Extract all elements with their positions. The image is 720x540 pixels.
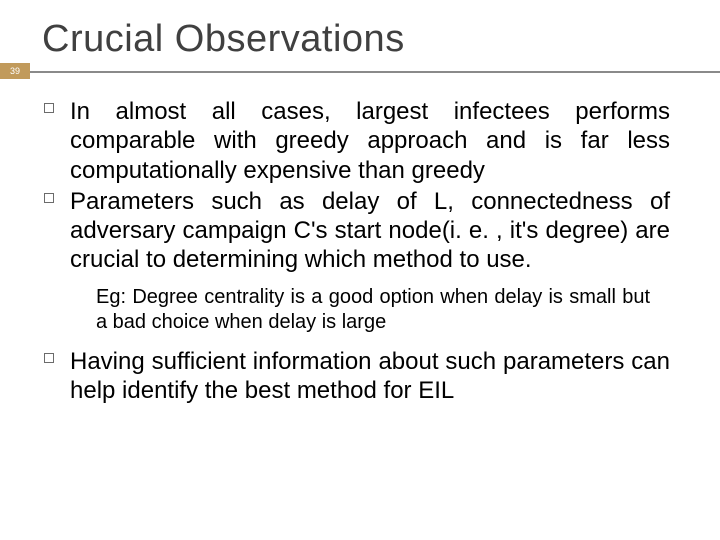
page-number-badge: 39 [0, 63, 30, 79]
content-area: In almost all cases, largest infectees p… [0, 75, 720, 405]
square-bullet-icon [44, 193, 54, 203]
rule-line [0, 71, 720, 73]
page-title: Crucial Observations [42, 18, 720, 61]
bullet-text: Having sufficient information about such… [70, 348, 670, 404]
square-bullet-icon [44, 353, 54, 363]
sub-bullet-text: Eg: Degree centrality is a good option w… [96, 285, 670, 335]
title-area: Crucial Observations [0, 0, 720, 67]
bullet-item: In almost all cases, largest infectees p… [70, 97, 670, 185]
bullet-item: Having sufficient information about such… [70, 347, 670, 406]
square-bullet-icon [44, 103, 54, 113]
title-rule: 39 [0, 69, 720, 75]
bullet-text: In almost all cases, largest infectees p… [70, 98, 670, 184]
bullet-item: Parameters such as delay of L, connected… [70, 187, 670, 275]
bullet-text: Parameters such as delay of L, connected… [70, 188, 670, 274]
